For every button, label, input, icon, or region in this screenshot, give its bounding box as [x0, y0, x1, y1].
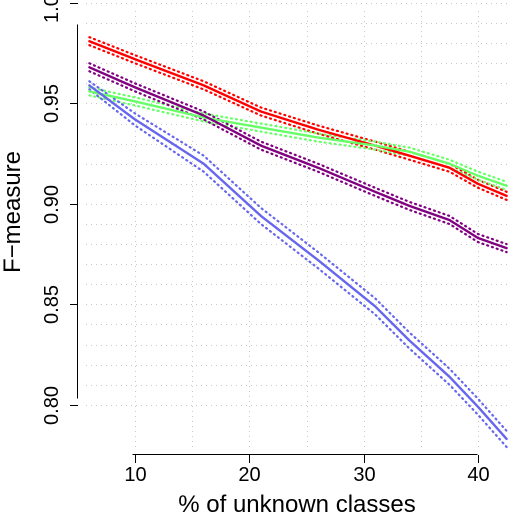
series-2-line	[88, 90, 508, 188]
y-axis-ticks: 0.80 0.85 0.90 0.95 1.00	[41, 0, 78, 425]
y-tick-label: 1.00	[41, 0, 63, 23]
x-axis-ticks: 10 20 30 40	[124, 455, 490, 486]
series-4-line	[88, 84, 508, 441]
y-tick-label: 0.95	[41, 84, 63, 123]
series-2-bounds-lower	[88, 94, 508, 191]
series-1-line	[88, 40, 508, 198]
confidence-bounds	[88, 36, 508, 449]
x-tick-label: 20	[238, 464, 260, 486]
y-tick-label: 0.85	[41, 285, 63, 324]
y-tick-label: 0.90	[41, 185, 63, 224]
series-3-bounds-upper	[88, 62, 508, 246]
x-tick-label: 30	[353, 464, 375, 486]
y-tick-label: 0.80	[41, 386, 63, 425]
series-4-bounds-lower	[88, 88, 508, 449]
x-axis-title: % of unknown classes	[178, 491, 415, 518]
series-lines	[88, 40, 508, 441]
y-axis-title: F−measure	[0, 151, 26, 273]
series-3-line	[88, 66, 508, 250]
x-tick-label: 40	[467, 464, 489, 486]
axes	[77, 24, 478, 455]
grid	[86, 3, 510, 447]
x-tick-label: 10	[124, 464, 146, 486]
series-3-bounds-lower	[88, 70, 508, 254]
series-1-bounds-upper	[88, 36, 508, 193]
series-4-bounds-upper	[88, 80, 508, 432]
